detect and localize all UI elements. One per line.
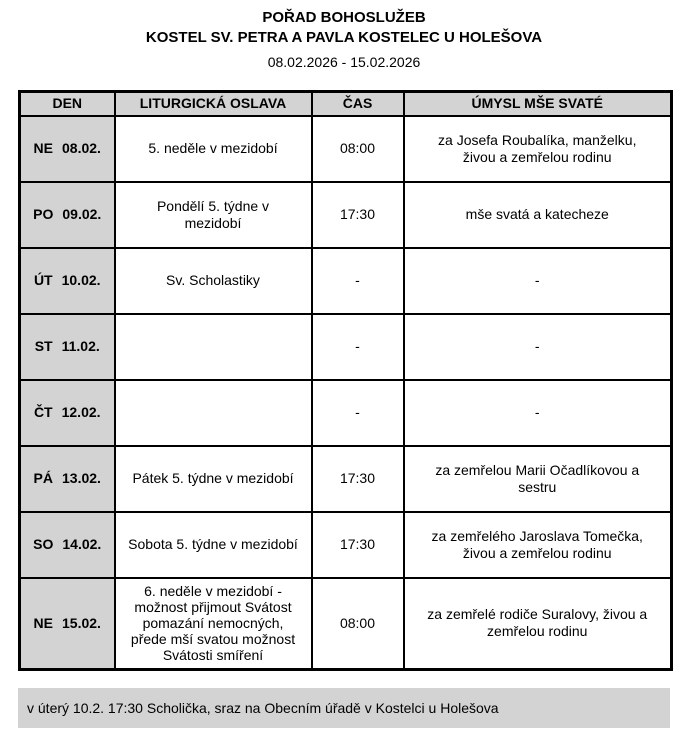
time-cell: - [310,312,405,381]
day-cell: NE 15.02. [18,576,116,671]
column-header-celebration: LITURGICKÁ OSLAVA [113,90,313,117]
day-date: 13.02. [62,470,101,486]
day-date: 14.02. [62,536,102,552]
day-cell: SO 14.02. [18,510,116,579]
day-label: PÁ 13.02. [24,470,111,487]
time-cell: 17:30 [310,444,405,513]
day-abbr: SO [33,536,54,552]
column-header-intention: ÚMYSL MŠE SVATÉ [402,90,673,117]
celebration-cell: Pátek 5. týdne v mezidobí [113,444,313,513]
intention-cell: za Josefa Roubalíka, manželku, živou a z… [402,114,673,183]
day-date: 08.02. [62,140,101,156]
column-header-time: ČAS [310,90,405,117]
day-cell: NE 08.02. [18,114,116,183]
day-abbr: ÚT [33,272,53,288]
day-cell: ÚT 10.02. [18,246,116,315]
day-abbr: PÁ [33,470,53,486]
intention-cell: - [402,378,673,447]
church-name: KOSTEL SV. PETRA A PAVLA KOSTELEC U HOLE… [145,29,543,46]
celebration-cell: 6. neděle v mezidobí - možnost přijmout … [113,576,313,671]
intention-cell: za zemřelé rodiče Suralovy, živou a zemř… [402,576,673,671]
intention-cell: - [402,312,673,381]
intention-cell: mše svatá a katecheze [402,180,673,249]
header-row: DEN LITURGICKÁ OSLAVA ČAS ÚMYSL MŠE SVAT… [18,90,673,117]
table-header: DEN LITURGICKÁ OSLAVA ČAS ÚMYSL MŠE SVAT… [18,90,673,117]
table-row: PÁ 13.02. Pátek 5. týdne v mezidobí 17:3… [18,444,673,513]
day-label: SO 14.02. [24,536,111,553]
celebration-cell: Sv. Scholastiky [113,246,313,315]
celebration-cell: Pondělí 5. týdne v mezidobí [113,180,313,249]
time-cell: 08:00 [310,114,405,183]
time-cell: - [310,246,405,315]
time-cell: 17:30 [310,510,405,579]
day-abbr: ČT [33,404,53,420]
day-cell: ČT 12.02. [18,378,116,447]
day-cell: PÁ 13.02. [18,444,116,513]
day-label: NE 15.02. [24,615,111,632]
table-row: PO 09.02. Pondělí 5. týdne v mezidobí 17… [18,180,673,249]
day-date: 09.02. [62,206,102,222]
day-date: 12.02. [61,404,101,420]
celebration-cell [113,378,313,447]
column-header-day: DEN [18,90,116,117]
celebration-cell: Sobota 5. týdne v mezidobí [113,510,313,579]
day-date: 11.02. [61,338,100,354]
day-abbr: NE [33,140,53,156]
time-cell: 08:00 [310,576,405,671]
celebration-cell [113,312,313,381]
page-title: POŘAD BOHOSLUŽEB [262,9,426,26]
time-cell: 17:30 [310,180,405,249]
day-label: PO 09.02. [24,206,111,223]
day-date: 15.02. [62,614,101,631]
announcement-text: v úterý 10.2. 17:30 Scholička, sraz na O… [27,700,499,716]
day-label: ST 11.02. [24,338,111,355]
table-row: ST 11.02. - - [18,312,673,381]
day-label: ČT 12.02. [24,404,111,421]
announcement-bar: v úterý 10.2. 17:30 Scholička, sraz na O… [18,688,670,728]
mass-schedule-table: DEN LITURGICKÁ OSLAVA ČAS ÚMYSL MŠE SVAT… [18,90,673,671]
celebration-cell: 5. neděle v mezidobí [113,114,313,183]
day-label: ÚT 10.02. [24,272,111,289]
table-row: ÚT 10.02. Sv. Scholastiky - - [18,246,673,315]
day-cell: PO 09.02. [18,180,116,249]
intention-cell: - [402,246,673,315]
date-range: 08.02.2026 - 15.02.2026 [267,54,421,70]
day-abbr: ST [34,338,53,354]
table-row: NE 08.02. 5. neděle v mezidobí 08:00 za … [18,114,673,183]
day-cell: ST 11.02. [18,312,116,381]
intention-cell: za zemřelou Marii Očadlíkovou a sestru [402,444,673,513]
day-label: NE 08.02. [24,140,111,157]
table-row: SO 14.02. Sobota 5. týdne v mezidobí 17:… [18,510,673,579]
table-row: NE 15.02. 6. neděle v mezidobí - možnost… [18,576,673,671]
day-abbr: NE [33,614,53,631]
time-cell: - [310,378,405,447]
day-date: 10.02. [61,272,101,288]
document-header: POŘAD BOHOSLUŽEB KOSTEL SV. PETRA A PAVL… [0,0,688,71]
table-row: ČT 12.02. - - [18,378,673,447]
intention-cell: za zemřelého Jaroslava Tomečka, živou a … [402,510,673,579]
day-abbr: PO [33,206,54,222]
